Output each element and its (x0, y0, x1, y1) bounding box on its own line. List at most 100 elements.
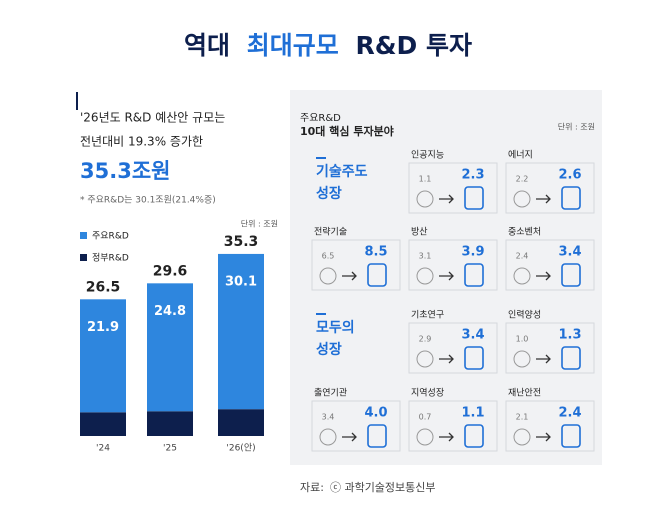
icon-new (464, 346, 484, 370)
arrow (536, 271, 551, 281)
icon-new (367, 263, 387, 287)
bar-segment (218, 253, 264, 410)
item-box (408, 322, 498, 374)
item-to: 3.4 (461, 328, 484, 343)
arrow (536, 194, 551, 204)
total-label: 35.3 (224, 234, 259, 250)
icon-new (561, 186, 581, 210)
item-box (311, 239, 401, 291)
icon-old (513, 350, 531, 368)
group-label: 성장 (316, 341, 342, 358)
item-to: 2.4 (558, 406, 581, 421)
arrow (439, 354, 454, 364)
item-box (505, 400, 595, 452)
arrow (536, 354, 551, 364)
icon-old (319, 267, 337, 285)
icon-new (464, 186, 484, 210)
item-box (505, 239, 595, 291)
x-tick-label: '25 (163, 444, 177, 454)
panel-title: 주요R&D (300, 113, 341, 124)
item-name: 재난안전 (508, 388, 541, 399)
item-from: 1.0 (516, 335, 529, 344)
icon-new (464, 263, 484, 287)
item-box (505, 162, 595, 214)
item-to: 1.1 (461, 406, 484, 421)
arrow (342, 432, 357, 442)
legend-swatch (80, 232, 87, 239)
item-from: 2.4 (516, 252, 529, 261)
item-name: 방산 (411, 227, 428, 238)
title-part: R&D 투자 (355, 31, 472, 60)
group-label: 성장 (316, 185, 342, 202)
note: * 주요R&D는 30.1조원(21.4%증) (80, 195, 216, 206)
item-to: 2.3 (461, 168, 484, 183)
icon-new (561, 424, 581, 448)
item-to: 4.0 (364, 406, 387, 421)
icon-old (416, 267, 434, 285)
item-to: 8.5 (364, 245, 387, 260)
headline: '26년도 R&D 예산안 규모는 (80, 111, 225, 125)
item-name: 중소벤처 (508, 226, 541, 238)
panel-unit: 단위 : 조원 (558, 122, 595, 132)
item-to: 2.6 (558, 168, 581, 183)
icon-old (513, 267, 531, 285)
icon-old (513, 190, 531, 208)
x-tick-label: '24 (96, 444, 110, 454)
item-box (408, 400, 498, 452)
item-name: 인력양성 (508, 309, 541, 321)
item-name: 인공지능 (411, 150, 444, 161)
icon-old (416, 428, 434, 446)
item-name: 지역성장 (411, 388, 444, 399)
item-from: 3.1 (419, 252, 432, 261)
title-part: 역대 (184, 31, 230, 60)
value-label: 30.1 (225, 274, 257, 289)
value-label: 21.9 (87, 320, 119, 335)
item-to: 1.3 (558, 328, 581, 343)
item-from: 2.9 (419, 335, 432, 344)
total-label: 29.6 (153, 263, 188, 279)
value-label: 24.8 (154, 304, 186, 319)
icon-new (561, 263, 581, 287)
item-from: 1.1 (419, 175, 432, 184)
arrow (342, 271, 357, 281)
bar-segment (80, 412, 126, 436)
legend-label: 주요R&D (92, 231, 129, 242)
headline: 전년대비 19.3% 증가한 (80, 135, 203, 149)
unit: 단위 : 조원 (241, 219, 278, 229)
legend-swatch (80, 254, 87, 261)
item-name: 전략기술 (314, 226, 347, 238)
arrow (439, 271, 454, 281)
icon-old (416, 350, 434, 368)
arrow (439, 432, 454, 442)
item-name: 출연기관 (314, 388, 347, 399)
source-name: ⓒ 과학기술정보통신부 (330, 481, 436, 494)
icon-old (319, 428, 337, 446)
icon-new (367, 424, 387, 448)
icon-old (513, 428, 531, 446)
legend-label: 정부R&D (92, 253, 129, 264)
arrow (439, 194, 454, 204)
item-from: 0.7 (419, 413, 432, 422)
total-label: 26.5 (86, 279, 121, 295)
item-to: 3.4 (558, 245, 581, 260)
item-box (408, 162, 498, 214)
item-box (505, 322, 595, 374)
x-tick-label: '26(안) (226, 443, 255, 454)
item-from: 6.5 (322, 252, 335, 261)
headline-value: 35.3조원 (80, 159, 170, 183)
panel-bg (290, 90, 602, 465)
bar-segment (147, 411, 193, 436)
item-box (408, 239, 498, 291)
icon-old (416, 190, 434, 208)
icon-new (561, 346, 581, 370)
title-part: 최대규모 (247, 31, 339, 60)
item-from: 3.4 (322, 413, 335, 422)
icon-new (464, 424, 484, 448)
panel-title: 10대 핵심 투자분야 (300, 124, 394, 138)
title: 역대 최대규모 R&D 투자 (184, 31, 472, 60)
item-name: 기초연구 (411, 310, 444, 321)
item-from: 2.1 (516, 413, 529, 422)
source-label: 자료: (300, 481, 324, 494)
item-name: 에너지 (508, 150, 533, 161)
